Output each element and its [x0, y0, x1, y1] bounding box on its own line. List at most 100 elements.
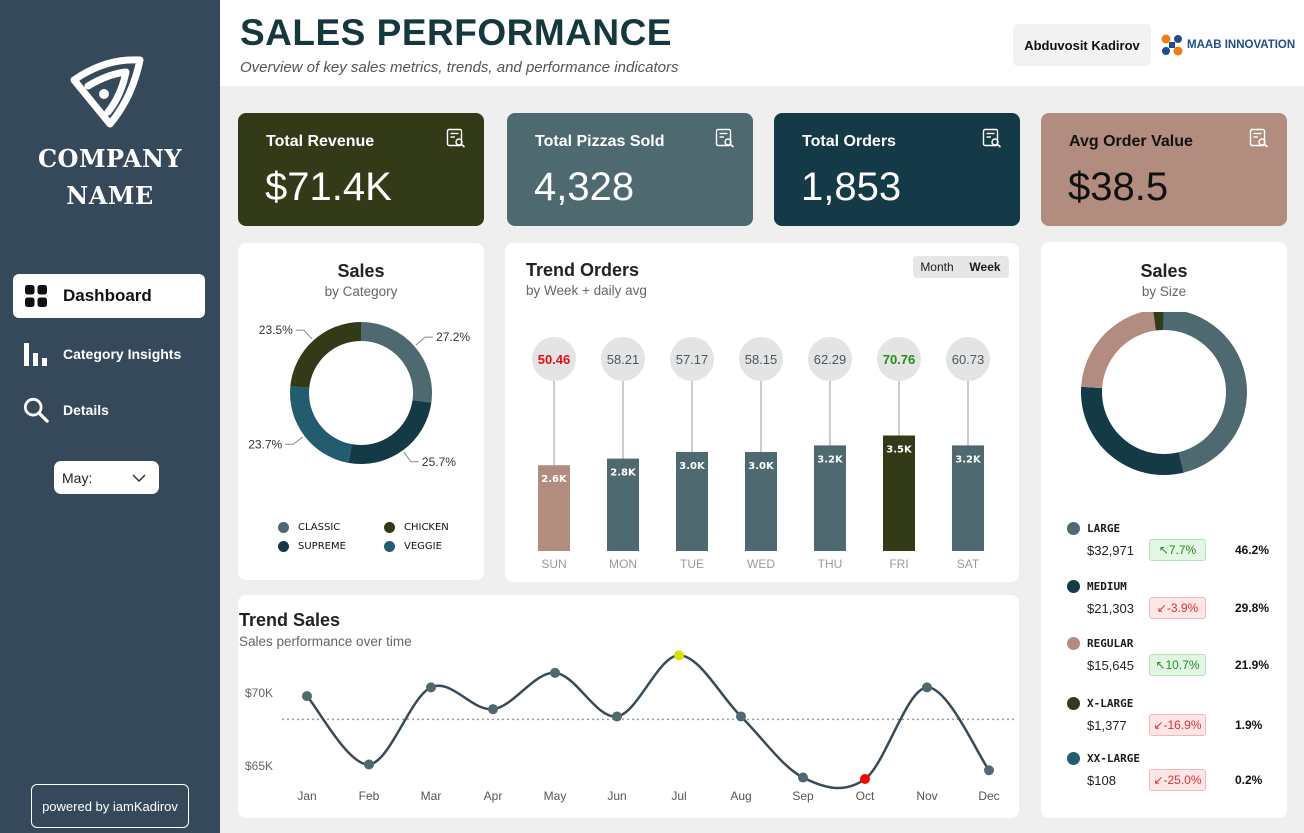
company-line-1: COMPANY — [37, 144, 183, 173]
orders-x-tick: SAT — [957, 557, 980, 571]
kpi-avg-order-value: Avg Order Value $38.5 — [1041, 113, 1287, 226]
orders-x-tick: TUE — [680, 557, 704, 571]
sales-x-tick: Apr — [484, 789, 503, 803]
legend-classic: CLASSIC — [278, 522, 340, 533]
orders-avg-label: 62.29 — [814, 352, 847, 367]
powered-by-button[interactable]: powered by iamKadirov — [31, 784, 189, 828]
sales-point-jun — [612, 711, 622, 722]
size-row-regular: REGULAR $15,645 ↖10.7% 21.9% — [1041, 636, 1286, 686]
period-toggle: Month Week — [913, 256, 1009, 278]
bar-chart-icon — [23, 341, 49, 367]
size-row-xx-large: XX-LARGE $108 ↙-25.0% 0.2% — [1041, 751, 1286, 801]
nav-dashboard[interactable]: Dashboard — [13, 274, 205, 318]
orders-avg-bubble — [532, 337, 576, 381]
orders-bar-label: 3.5K — [886, 445, 913, 456]
kpi-value: 4,328 — [534, 165, 635, 209]
header: SALES PERFORMANCE Overview of key sales … — [220, 0, 1304, 86]
orders-avg-bubble — [739, 337, 783, 381]
category-data-label: 23.5% — [259, 323, 293, 337]
sales-x-tick: Dec — [978, 789, 999, 803]
sales-point-mar — [426, 682, 436, 693]
card-title: Sales — [1140, 261, 1188, 281]
author-badge: Abduvosit Kadirov — [1013, 24, 1151, 66]
brand-logo-icon — [1161, 34, 1183, 56]
size-dot — [1067, 580, 1080, 593]
category-leader-line — [295, 329, 313, 340]
sales-series-line — [306, 654, 991, 790]
orders-avg-bubble — [670, 337, 714, 381]
card-subtitle: by Week + daily avg — [526, 283, 647, 298]
legend-label: CHICKEN — [404, 522, 449, 533]
sales-point-sep — [798, 772, 808, 783]
size-delta-badge: ↙-25.0% — [1149, 769, 1206, 791]
report-search-icon[interactable] — [446, 128, 466, 148]
orders-bar-label: 3.2K — [817, 454, 844, 465]
category-slice-classic — [361, 322, 432, 403]
category-donut-chart: 27.2% 25.7% 23.7% 23.5% — [248, 322, 470, 469]
orders-avg-label: 50.46 — [538, 352, 571, 367]
nav-details[interactable]: Details — [13, 388, 205, 432]
category-leader-line — [285, 436, 304, 445]
sales-x-tick: Mar — [421, 789, 442, 803]
size-row-medium: MEDIUM $21,303 ↙-3.9% 29.8% — [1041, 579, 1286, 629]
size-slice-regular — [1081, 312, 1156, 389]
orders-x-tick: MON — [609, 557, 637, 571]
kpi-total-pizzas-sold: Total Pizzas Sold 4,328 — [507, 113, 753, 226]
size-share: 1.9% — [1235, 718, 1263, 732]
size-value: $1,377 — [1087, 718, 1127, 733]
sales-x-tick: Oct — [856, 789, 875, 803]
orders-bar-sun — [538, 465, 570, 551]
size-dot — [1067, 637, 1080, 650]
brand-name: MAAB INNOVATION — [1187, 39, 1296, 51]
card-title: Trend Orders — [526, 260, 640, 280]
category-leader-line — [403, 451, 419, 463]
sales-x-tick: Nov — [916, 789, 937, 803]
toggle-week[interactable]: Week — [969, 260, 1001, 274]
size-row-x-large: X-LARGE $1,377 ↙-16.9% 1.9% — [1041, 696, 1286, 746]
toggle-month[interactable]: Month — [920, 260, 954, 274]
month-select[interactable]: May: — [54, 461, 159, 494]
sales-point-apr — [488, 704, 498, 715]
legend-label: SUPREME — [298, 541, 346, 552]
size-share: 29.8% — [1235, 601, 1270, 615]
size-donut-chart — [1081, 312, 1247, 475]
report-search-icon[interactable] — [982, 128, 1002, 148]
orders-bar-mon — [607, 458, 639, 551]
legend-dot — [384, 541, 395, 552]
orders-bar-fri — [883, 435, 915, 551]
sales-x-tick: Jun — [607, 789, 626, 803]
card-title: Trend Sales — [239, 610, 341, 630]
report-search-icon[interactable] — [715, 128, 735, 148]
size-share: 0.2% — [1235, 773, 1263, 787]
sidebar: COMPANY NAME Dashboard Category Insights… — [0, 0, 220, 833]
size-slice-xx-large — [1162, 312, 1164, 331]
orders-bar-label: 2.6K — [541, 474, 568, 485]
orders-avg-bubble — [808, 337, 852, 381]
orders-avg-bubble — [877, 337, 921, 381]
card-subtitle: by Category — [324, 284, 398, 299]
nav-category-insights[interactable]: Category Insights — [13, 332, 205, 376]
grid-icon — [23, 283, 49, 309]
orders-bar-label: 3.2K — [955, 454, 982, 465]
orders-bar-label: 3.0K — [679, 461, 706, 472]
page-subtitle: Overview of key sales metrics, trends, a… — [240, 59, 679, 76]
report-search-icon[interactable] — [1249, 128, 1269, 148]
kpi-label: Total Orders — [802, 133, 896, 150]
sales-point-nov — [922, 682, 932, 693]
sales-by-size-card: Sales by Size LARGE $32,971 ↖7.7% 46.2% … — [1041, 242, 1287, 818]
sales-x-tick: May — [544, 789, 567, 803]
nav-details-label: Details — [63, 402, 109, 418]
sales-by-category-card: Sales by Category 27.2% 25.7% 23.7% 23.5% C… — [238, 243, 484, 580]
category-leader-line — [415, 336, 434, 346]
size-delta-badge: ↙-3.9% — [1149, 597, 1206, 619]
orders-x-tick: FRI — [889, 557, 908, 571]
orders-x-tick: THU — [818, 557, 843, 571]
size-name: X-LARGE — [1087, 697, 1134, 710]
sales-point-aug — [736, 711, 746, 722]
size-slice-medium — [1081, 386, 1184, 475]
nav-category-insights-label: Category Insights — [63, 346, 182, 362]
chevron-down-icon — [132, 473, 146, 482]
orders-avg-label: 70.76 — [883, 352, 916, 367]
kpi-value: $38.5 — [1068, 165, 1169, 209]
kpi-total-revenue: Total Revenue $71.4K — [238, 113, 484, 226]
